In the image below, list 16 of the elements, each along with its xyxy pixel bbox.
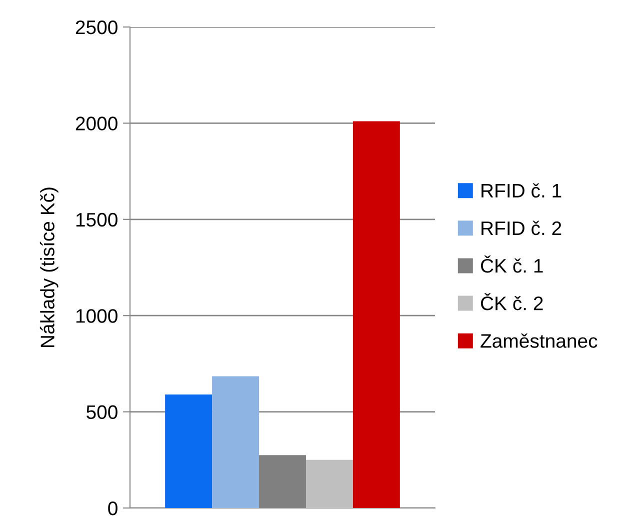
y-tick-label: 0 <box>108 501 118 516</box>
legend-label: RFID č. 2 <box>482 220 562 236</box>
legend-label: Zaměstnanec <box>480 334 598 348</box>
bar <box>306 460 353 508</box>
legend-label: ČK č. 1 <box>480 256 543 273</box>
y-tick-label: 1500 <box>76 212 118 227</box>
y-tick-label: 2000 <box>76 116 118 130</box>
y-tick-label: 2500 <box>76 20 118 34</box>
bar <box>165 394 212 508</box>
y-tick-label: 500 <box>86 405 118 420</box>
bar <box>352 121 400 508</box>
bar <box>212 376 260 508</box>
y-axis-title: Náklady (tisíce Kč) <box>40 188 58 347</box>
legend-label: RFID č. 1 <box>482 183 562 198</box>
legend-label: ČK č. 2 <box>480 293 543 310</box>
y-tick-label: 1000 <box>76 309 118 323</box>
